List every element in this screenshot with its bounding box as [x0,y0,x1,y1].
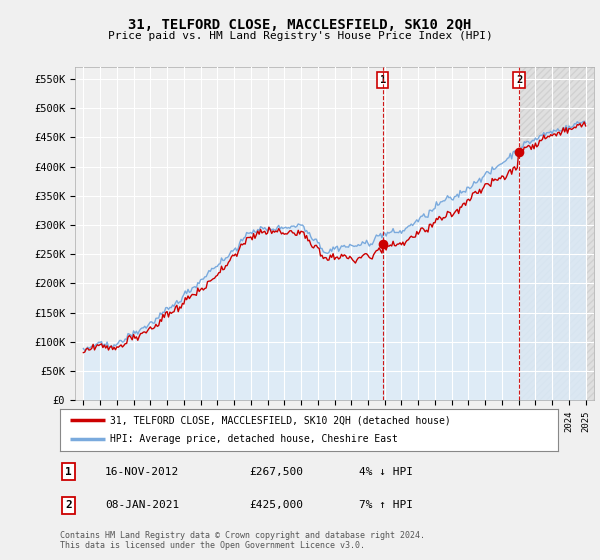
Text: 31, TELFORD CLOSE, MACCLESFIELD, SK10 2QH (detached house): 31, TELFORD CLOSE, MACCLESFIELD, SK10 2Q… [110,415,451,425]
Text: 31, TELFORD CLOSE, MACCLESFIELD, SK10 2QH: 31, TELFORD CLOSE, MACCLESFIELD, SK10 2Q… [128,18,472,32]
Text: 2: 2 [65,501,72,510]
Text: 1: 1 [380,75,386,85]
Text: Contains HM Land Registry data © Crown copyright and database right 2024.
This d: Contains HM Land Registry data © Crown c… [60,531,425,550]
Text: 2: 2 [516,75,522,85]
Text: £425,000: £425,000 [249,501,303,510]
Text: Price paid vs. HM Land Registry's House Price Index (HPI): Price paid vs. HM Land Registry's House … [107,31,493,41]
Text: 08-JAN-2021: 08-JAN-2021 [105,501,179,510]
Text: HPI: Average price, detached house, Cheshire East: HPI: Average price, detached house, Ches… [110,435,398,445]
Text: 1: 1 [65,467,72,477]
Text: 4% ↓ HPI: 4% ↓ HPI [359,467,413,477]
Text: 16-NOV-2012: 16-NOV-2012 [105,467,179,477]
Text: 7% ↑ HPI: 7% ↑ HPI [359,501,413,510]
Text: £267,500: £267,500 [249,467,303,477]
